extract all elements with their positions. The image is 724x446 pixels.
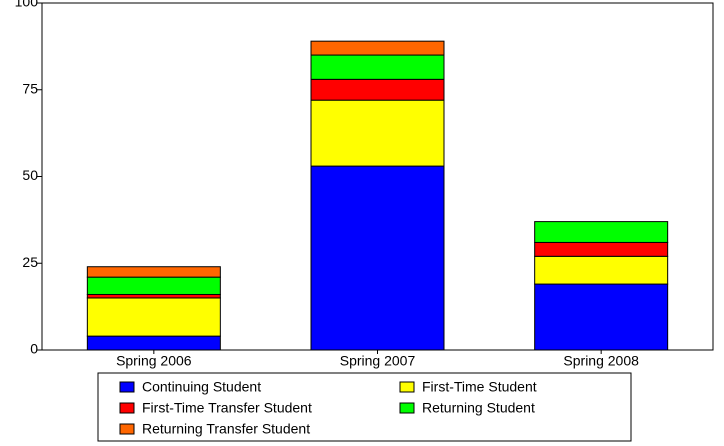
bar-segment (534, 221, 669, 243)
bar-segment (534, 255, 669, 285)
legend-label: Returning Transfer Student (142, 421, 310, 437)
bar-segment (310, 54, 445, 80)
bar-segment (310, 99, 445, 167)
legend-swatch (119, 381, 135, 393)
legend-swatch (399, 402, 415, 414)
legend-swatch (119, 423, 135, 435)
y-tick-label: 50 (22, 167, 38, 183)
x-tick-label: Spring 2008 (563, 353, 639, 369)
legend-swatch (119, 402, 135, 414)
y-tick-label: 25 (22, 254, 38, 270)
legend-box (97, 372, 632, 442)
x-tick-label: Spring 2006 (116, 353, 192, 369)
bar-segment (86, 297, 221, 337)
legend-label: First-Time Transfer Student (142, 400, 312, 416)
legend-label: First-Time Student (422, 379, 537, 395)
bar-segment (534, 283, 669, 351)
bar-segment (86, 266, 221, 278)
bar-segment (310, 78, 445, 101)
legend-swatch (399, 381, 415, 393)
legend-label: Continuing Student (142, 379, 261, 395)
x-tick-label: Spring 2007 (340, 353, 416, 369)
y-tick-label: 100 (15, 0, 39, 10)
bar-segment (86, 293, 221, 299)
bar-segment (86, 276, 221, 295)
bar-segment (86, 335, 221, 351)
bar-segment (310, 40, 445, 56)
y-tick-label: 0 (30, 341, 38, 357)
bar-segment (534, 241, 669, 257)
y-tick-label: 75 (22, 80, 38, 96)
legend-label: Returning Student (422, 400, 535, 416)
bar-segment (310, 165, 445, 351)
